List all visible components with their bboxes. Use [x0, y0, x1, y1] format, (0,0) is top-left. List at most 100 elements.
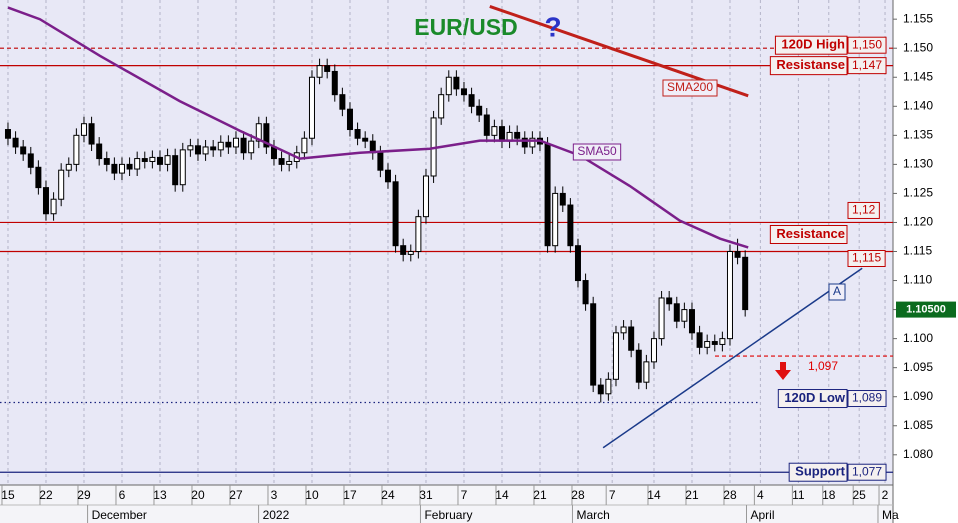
- x-tick-label: 6: [119, 488, 126, 502]
- candle-body: [346, 108, 353, 131]
- level-name-box: [777, 389, 848, 409]
- x-tick-label: 7: [461, 488, 468, 502]
- x-tick-label: 28: [571, 488, 585, 502]
- indicator-label: A: [833, 284, 841, 298]
- candle-body: [35, 166, 42, 189]
- x-tick-label: 24: [381, 488, 395, 502]
- x-tick-label: 14: [647, 488, 661, 502]
- y-tick-label: 1.100: [903, 331, 933, 345]
- candle-body: [460, 88, 467, 96]
- candle-body: [407, 251, 414, 255]
- candle-body: [590, 303, 597, 386]
- candle-body: [126, 163, 133, 170]
- candle-body: [582, 280, 589, 305]
- candle-body: [476, 105, 483, 116]
- level-name-label: Resistance: [776, 226, 845, 241]
- indicator-label: SMA200: [667, 80, 713, 94]
- candle-body: [719, 338, 726, 345]
- candle-body: [278, 158, 285, 165]
- indicator-label: SMA50: [577, 144, 617, 158]
- y-axis-area: [893, 0, 958, 523]
- levels: [0, 47, 893, 473]
- level-name-label: Support: [795, 464, 845, 479]
- candle-body: [301, 137, 308, 154]
- indicator-label-box: [662, 79, 718, 97]
- month-label: 2022: [263, 508, 290, 522]
- x-tick-label: 11: [792, 488, 805, 502]
- candle-body: [156, 156, 163, 165]
- candle-body: [20, 146, 27, 155]
- y-tick-label: 1.090: [903, 389, 933, 403]
- candle-body: [529, 137, 536, 148]
- x-tick-label: 22: [39, 488, 53, 502]
- candle-body: [438, 94, 445, 119]
- level-value-label: 1,150: [852, 37, 882, 51]
- indicator-line: [602, 267, 863, 449]
- x-tick-label: 2: [882, 488, 889, 502]
- y-tick-label: 1.135: [903, 128, 933, 142]
- candle-body: [324, 65, 331, 72]
- candle-body: [422, 175, 429, 218]
- candle-body: [384, 169, 391, 183]
- x-tick-label: 17: [343, 488, 357, 502]
- level-value-box: [847, 36, 887, 54]
- y-tick-label: 1.155: [903, 11, 933, 25]
- candle-body: [12, 137, 19, 148]
- candle-body: [514, 131, 521, 139]
- y-tick-label: 1.150: [903, 40, 933, 54]
- y-tick-label: 1.130: [903, 157, 933, 171]
- candle-body: [415, 216, 422, 253]
- candle-body: [118, 163, 125, 174]
- level-name-box: [788, 462, 848, 482]
- candle-body: [141, 158, 148, 162]
- level-value-box: [847, 57, 887, 75]
- x-tick-label: 14: [495, 488, 509, 502]
- candle-body: [111, 163, 118, 174]
- candle-body: [339, 94, 346, 110]
- candle-body: [58, 169, 65, 200]
- x-tick-label: 21: [685, 488, 699, 502]
- candle-body: [734, 251, 741, 258]
- candle-body: [628, 326, 635, 351]
- candle-body: [149, 156, 156, 162]
- candle-body: [704, 341, 711, 348]
- x-tick-label: 29: [77, 488, 91, 502]
- level-value-box: [847, 250, 886, 268]
- candle-body: [255, 123, 262, 142]
- candle-body: [194, 145, 201, 155]
- month-label: December: [92, 508, 147, 522]
- candle-body: [681, 309, 688, 322]
- candle-body: [164, 155, 171, 165]
- candle-body: [597, 384, 604, 395]
- level-value-box: [847, 390, 887, 408]
- candle-body: [635, 349, 642, 383]
- candle-body: [80, 123, 87, 136]
- y-tick-label: 1.080: [903, 447, 933, 461]
- candle-body: [354, 129, 361, 139]
- level-value-label: 1,077: [852, 464, 882, 478]
- month-label: April: [751, 508, 775, 522]
- indicator-line: [7, 6, 749, 249]
- y-tick-label: 1.095: [903, 360, 933, 374]
- y-tick-label: 1.085: [903, 418, 933, 432]
- candle-body: [605, 378, 612, 395]
- candle-body: [232, 137, 239, 148]
- x-tick-label: 31: [419, 488, 433, 502]
- candle-body: [73, 134, 80, 165]
- x-tick-label: 25: [853, 488, 867, 502]
- candle-body: [612, 332, 619, 380]
- x-tick-label: 27: [229, 488, 243, 502]
- candle-body: [225, 141, 232, 148]
- candle-body: [742, 256, 749, 311]
- candle-body: [521, 137, 528, 148]
- x-tick-label: 3: [271, 488, 278, 502]
- x-tick-label: 20: [191, 488, 205, 502]
- candle-body: [666, 297, 673, 305]
- candle-body: [263, 123, 270, 148]
- candle-body: [202, 146, 209, 155]
- last-price-box: [896, 301, 956, 318]
- x-tick-label: 21: [533, 488, 547, 502]
- y-tick-label: 1.115: [903, 244, 932, 258]
- candle-body: [248, 140, 255, 154]
